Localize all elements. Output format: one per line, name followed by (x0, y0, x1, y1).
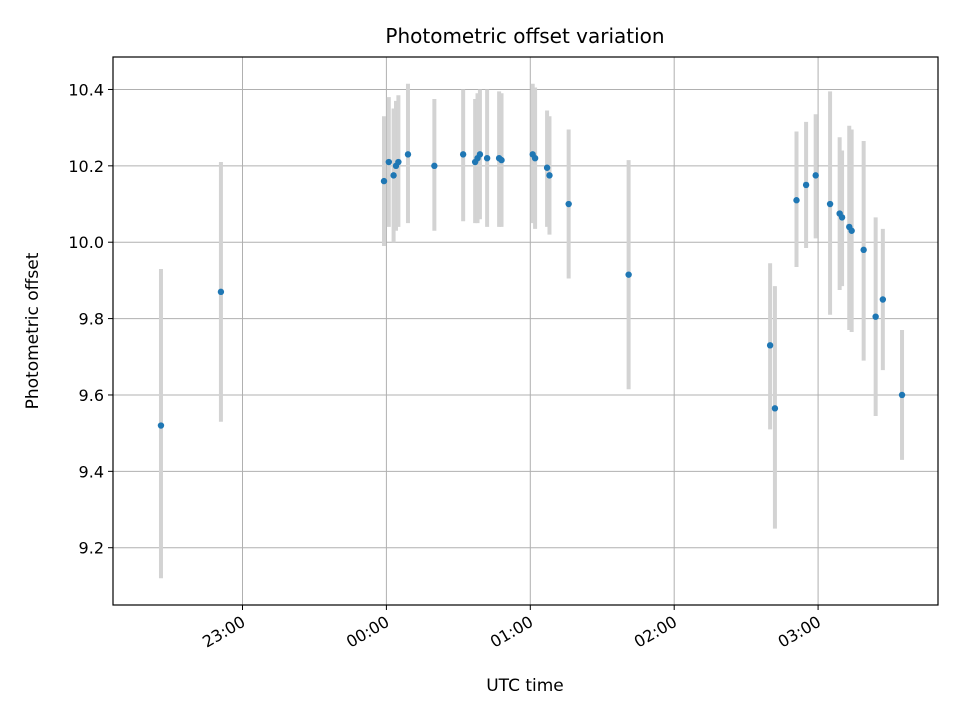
data-point (531, 154, 539, 162)
y-tick-label: 10.2 (68, 157, 104, 176)
plot-area-frame (112, 56, 939, 606)
y-tick-label: 10.4 (68, 80, 104, 99)
data-point (380, 177, 388, 185)
data-point (385, 158, 392, 166)
data-point (395, 158, 402, 166)
data-point (848, 227, 855, 234)
data-point (498, 156, 505, 164)
data-point (565, 200, 572, 208)
data-point (826, 200, 834, 208)
chart-title: Photometric offset variation (385, 24, 664, 48)
data-points (157, 151, 906, 429)
y-axis-label: Photometric offset (23, 252, 43, 409)
data-point (625, 271, 632, 278)
data-point (771, 405, 779, 412)
grid (113, 57, 938, 605)
data-point (543, 164, 551, 171)
data-point (217, 288, 225, 296)
data-point (483, 154, 491, 162)
data-point (872, 313, 879, 320)
data-point (157, 422, 165, 429)
data-point (459, 151, 467, 158)
data-point (766, 342, 774, 349)
x-tick-label: 23:00 (199, 612, 248, 652)
data-point (404, 151, 412, 158)
y-tick-label: 9.8 (79, 310, 104, 329)
data-point (431, 162, 438, 170)
y-tick-label: 9.2 (79, 539, 104, 558)
y-tick-label: 9.6 (79, 386, 104, 405)
x-tick-label: 00:00 (343, 612, 392, 652)
data-point (898, 391, 906, 399)
data-point (838, 214, 846, 221)
x-axis-ticks: 23:00 00:00 01:00 02:00 03:00 (199, 605, 824, 652)
y-tick-label: 9.4 (79, 462, 104, 481)
y-tick-label: 10.0 (68, 233, 104, 252)
x-axis-label: UTC time (486, 676, 564, 696)
x-tick-label: 01:00 (487, 612, 536, 652)
x-tick-label: 03:00 (775, 612, 824, 652)
data-point (879, 296, 887, 303)
data-point (546, 172, 553, 179)
x-tick-label: 02:00 (631, 612, 680, 652)
data-point (793, 197, 800, 204)
data-point (390, 172, 397, 179)
data-point (860, 246, 867, 254)
error-bars (158, 83, 905, 579)
y-axis-ticks: 9.2 9.4 9.6 9.8 10.0 10.2 10.4 (68, 80, 113, 558)
data-point (476, 151, 484, 158)
data-point (812, 172, 819, 179)
data-point (802, 181, 810, 189)
